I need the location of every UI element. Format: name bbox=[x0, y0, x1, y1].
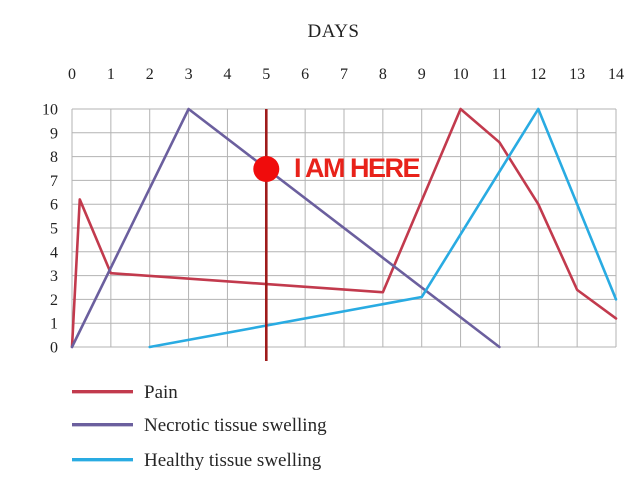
svg-text:6: 6 bbox=[50, 197, 58, 214]
svg-text:7: 7 bbox=[50, 173, 58, 190]
svg-text:14: 14 bbox=[608, 66, 624, 83]
svg-text:0: 0 bbox=[68, 66, 76, 83]
svg-text:11: 11 bbox=[492, 66, 507, 83]
svg-text:Pain: Pain bbox=[144, 382, 178, 403]
svg-text:5: 5 bbox=[50, 221, 58, 238]
svg-text:10: 10 bbox=[42, 102, 58, 119]
svg-text:1: 1 bbox=[50, 316, 58, 333]
svg-text:2: 2 bbox=[146, 66, 154, 83]
svg-text:9: 9 bbox=[418, 66, 426, 83]
svg-text:5: 5 bbox=[262, 66, 270, 83]
svg-text:3: 3 bbox=[185, 66, 193, 83]
svg-text:3: 3 bbox=[50, 268, 58, 285]
svg-text:0: 0 bbox=[50, 340, 58, 357]
svg-text:9: 9 bbox=[50, 125, 58, 142]
svg-text:8: 8 bbox=[379, 66, 387, 83]
svg-text:4: 4 bbox=[50, 244, 58, 261]
svg-text:1: 1 bbox=[107, 66, 115, 83]
svg-text:7: 7 bbox=[340, 66, 348, 83]
svg-text:6: 6 bbox=[301, 66, 309, 83]
svg-text:I AM HERE: I AM HERE bbox=[294, 153, 419, 183]
svg-text:13: 13 bbox=[569, 66, 585, 83]
svg-text:Necrotic tissue swelling: Necrotic tissue swelling bbox=[144, 415, 327, 436]
svg-text:Healthy tissue swelling: Healthy tissue swelling bbox=[144, 450, 322, 471]
svg-text:8: 8 bbox=[50, 149, 58, 166]
svg-text:12: 12 bbox=[530, 66, 546, 83]
svg-text:10: 10 bbox=[453, 66, 469, 83]
svg-text:4: 4 bbox=[223, 66, 231, 83]
svg-text:2: 2 bbox=[50, 292, 58, 309]
